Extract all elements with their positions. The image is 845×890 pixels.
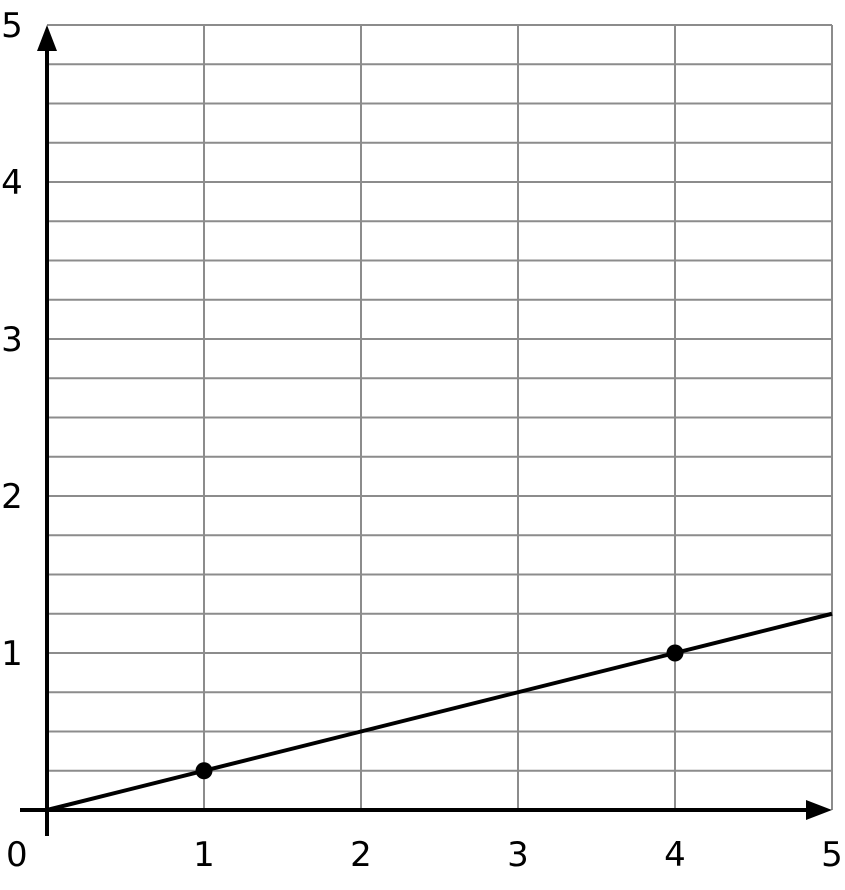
data-point (666, 644, 684, 662)
data-point (195, 762, 213, 780)
x-axis-arrow (806, 800, 832, 820)
x-tick-label: 1 (193, 835, 215, 875)
y-tick-label: 3 (1, 320, 23, 360)
y-tick-label: 1 (1, 634, 23, 674)
x-tick-label: 5 (821, 835, 843, 875)
x-tick-label: 3 (507, 835, 529, 875)
axes (20, 25, 832, 836)
series-line (46, 611, 833, 812)
origin-label: 0 (6, 835, 28, 875)
y-tick-label: 2 (1, 477, 23, 517)
x-tick-label: 4 (664, 835, 686, 875)
y-axis-arrow (37, 25, 57, 51)
tick-labels: 1 2 3 4 5 1 2 3 4 5 (1, 6, 843, 875)
x-tick-label: 2 (350, 835, 372, 875)
grid (47, 24, 833, 810)
y-tick-label: 5 (1, 6, 23, 46)
y-tick-label: 4 (1, 163, 23, 203)
series (46, 611, 833, 812)
